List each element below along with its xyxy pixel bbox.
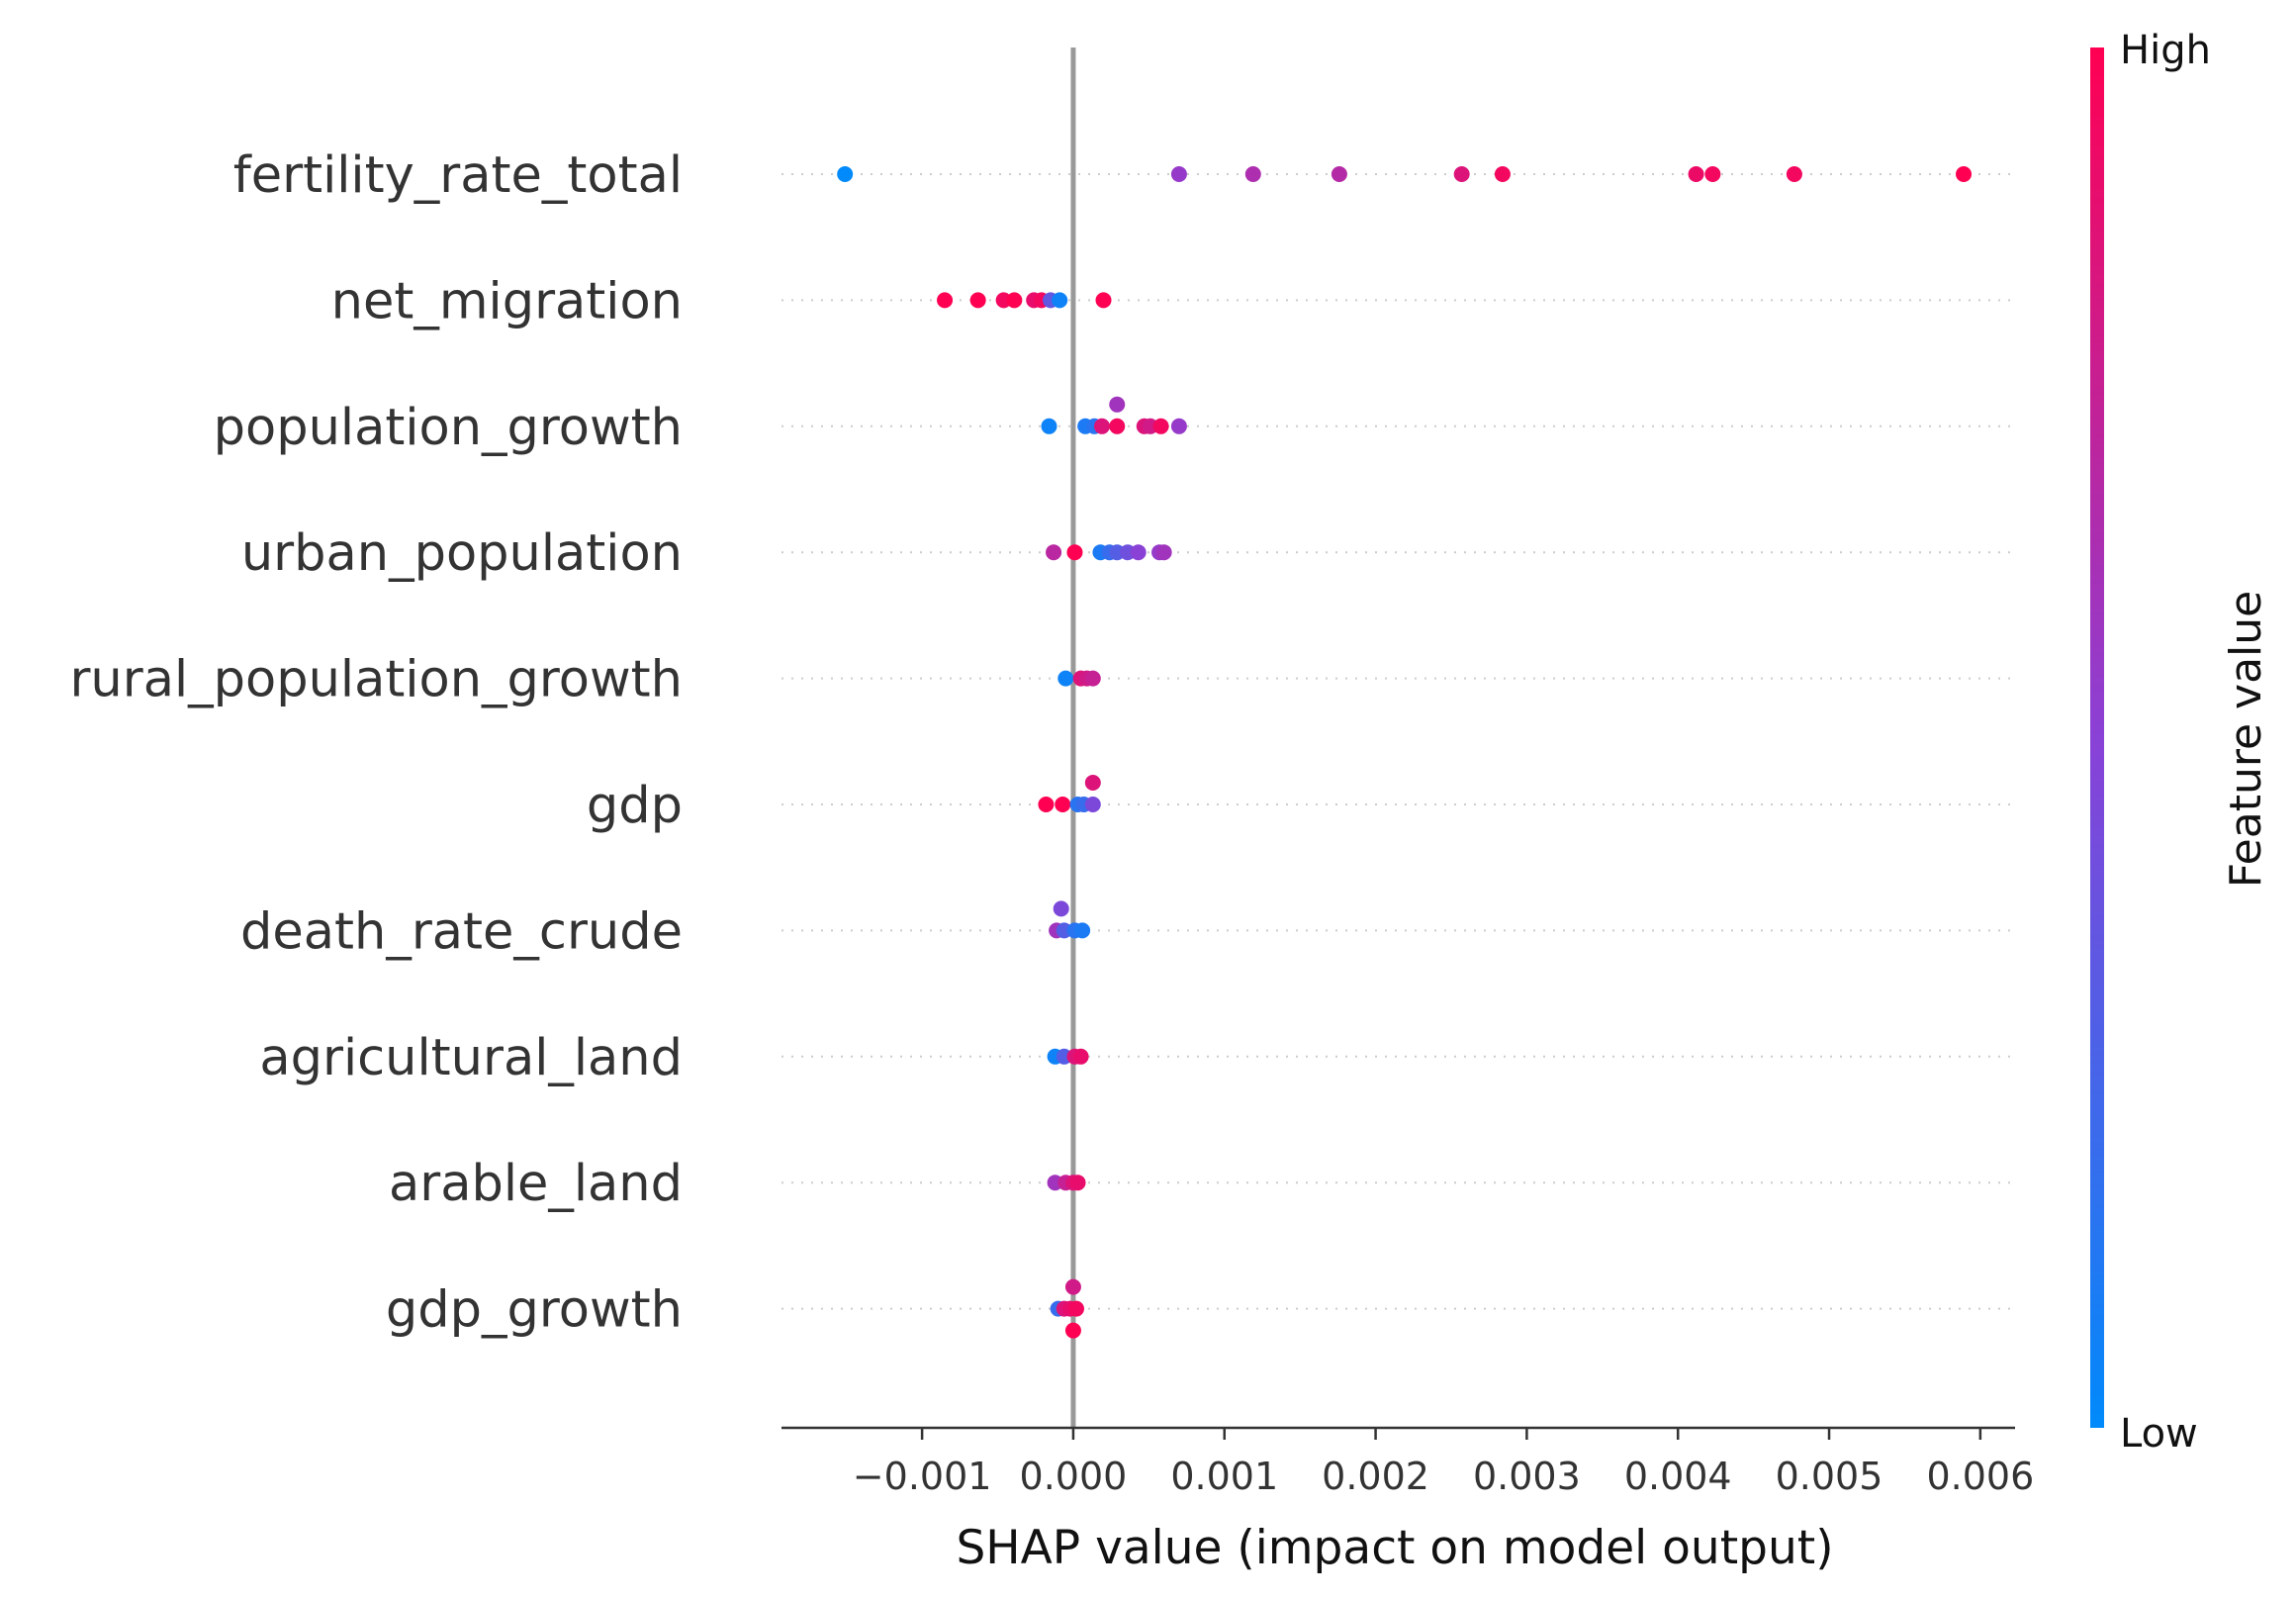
x-tick-label: 0.002: [1322, 1455, 1429, 1498]
shap-point: [1064, 1278, 1081, 1295]
x-tick-label: 0.003: [1473, 1455, 1581, 1498]
feature-label: agricultural_land: [259, 1029, 683, 1087]
shap-points: [837, 166, 1973, 1339]
x-axis-title: SHAP value (impact on model output): [956, 1521, 1833, 1575]
shap-point: [1155, 544, 1172, 561]
shap-point: [1704, 166, 1721, 182]
shap-point: [1095, 292, 1112, 309]
feature-label: rural_population_growth: [69, 651, 683, 709]
shap-point: [1244, 166, 1261, 182]
shap-point: [1084, 797, 1101, 812]
shap-point: [969, 292, 986, 309]
feature-label: fertility_rate_total: [233, 146, 683, 205]
shap-point: [1038, 797, 1055, 812]
x-axis-ticks: −0.001 0.000 0.001 0.002 0.003 0.004 0.005 0.00…: [853, 1428, 2034, 1498]
shap-point: [1688, 166, 1704, 182]
shap-point: [1052, 292, 1068, 309]
x-tick-label: 0.001: [1170, 1455, 1278, 1498]
shap-point: [1053, 900, 1069, 917]
shap-point: [1170, 418, 1187, 434]
feature-label: death_rate_crude: [240, 902, 683, 961]
feature-labels: fertility_rate_total net_migrationpopulat…: [69, 146, 683, 1340]
shap-point: [1109, 396, 1126, 413]
shap-point: [1084, 670, 1101, 687]
shap-point: [1006, 292, 1023, 309]
colorbar-title: Feature value: [2221, 591, 2271, 888]
x-tick-label: 0.005: [1776, 1455, 1883, 1498]
shap-point: [1331, 166, 1347, 182]
x-tick-label: −0.001: [853, 1455, 992, 1498]
shap-point: [1084, 775, 1101, 791]
colorbar-low-label: Low: [2120, 1411, 2198, 1457]
shap-point: [1093, 418, 1110, 434]
shap-point: [1067, 1300, 1084, 1317]
shap-point: [1057, 670, 1074, 687]
shap-point: [1055, 797, 1071, 812]
shap-point: [1064, 1322, 1081, 1339]
shap-point: [1786, 166, 1802, 182]
shap-point: [1170, 166, 1187, 182]
feature-label: urban_population: [241, 524, 683, 583]
shap-point: [1072, 1048, 1089, 1065]
shap-point: [1046, 544, 1062, 561]
x-tick-label: 0.004: [1624, 1455, 1732, 1498]
feature-gridlines: [781, 173, 2015, 1310]
shap-point: [837, 166, 854, 182]
colorbar-high-label: High: [2120, 28, 2211, 73]
shap-point: [1041, 418, 1057, 434]
feature-label: gdp_growth: [386, 1281, 683, 1340]
shap-point: [1494, 166, 1511, 182]
shap-point: [1069, 1175, 1086, 1191]
shap-point: [1109, 418, 1126, 434]
shap-point: [1152, 418, 1169, 434]
x-tick-label: 0.000: [1020, 1455, 1128, 1498]
shap-point: [1453, 166, 1470, 182]
feature-label: gdp: [587, 777, 683, 835]
shap-point: [937, 292, 954, 309]
shap-point: [1130, 544, 1147, 561]
feature-label: population_growth: [214, 399, 683, 457]
x-tick-label: 0.006: [1926, 1455, 2034, 1498]
shap-point: [1956, 166, 1973, 182]
colorbar: [2090, 47, 2104, 1428]
feature-label: arable_land: [389, 1155, 683, 1213]
shap-point: [1074, 922, 1091, 939]
shap-point: [1066, 544, 1083, 561]
feature-label: net_migration: [331, 272, 683, 330]
